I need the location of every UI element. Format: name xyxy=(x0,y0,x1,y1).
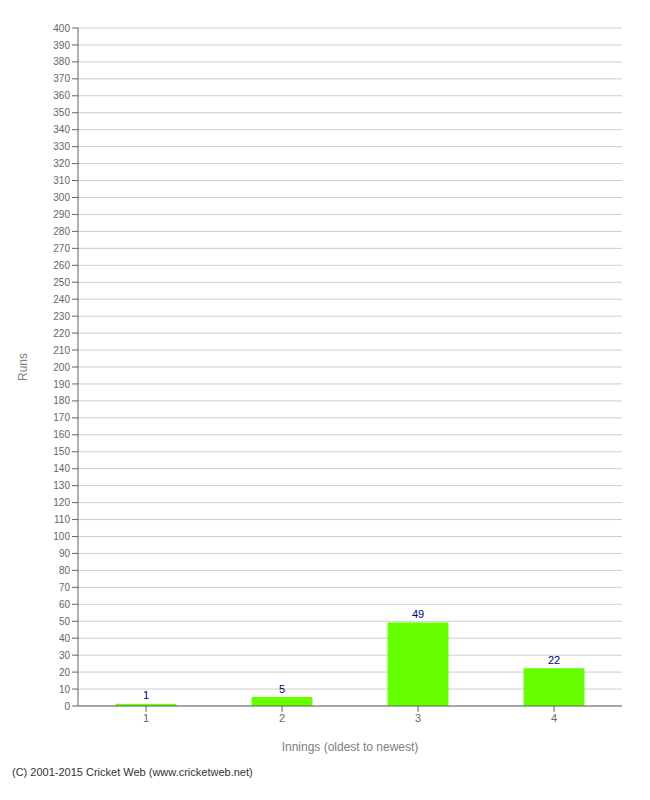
svg-text:400: 400 xyxy=(53,23,70,34)
svg-text:0: 0 xyxy=(64,701,70,712)
svg-text:390: 390 xyxy=(53,40,70,51)
svg-text:4: 4 xyxy=(551,712,557,724)
svg-text:50: 50 xyxy=(59,616,71,627)
svg-text:30: 30 xyxy=(59,650,71,661)
svg-text:310: 310 xyxy=(53,175,70,186)
svg-text:40: 40 xyxy=(59,633,71,644)
svg-text:60: 60 xyxy=(59,599,71,610)
svg-text:190: 190 xyxy=(53,379,70,390)
svg-text:350: 350 xyxy=(53,107,70,118)
svg-text:22: 22 xyxy=(548,654,560,666)
svg-text:Innings (oldest to newest): Innings (oldest to newest) xyxy=(282,740,419,754)
svg-text:380: 380 xyxy=(53,56,70,67)
svg-text:49: 49 xyxy=(412,608,424,620)
svg-text:100: 100 xyxy=(53,531,70,542)
svg-text:200: 200 xyxy=(53,362,70,373)
svg-text:70: 70 xyxy=(59,582,71,593)
svg-text:80: 80 xyxy=(59,565,71,576)
svg-text:320: 320 xyxy=(53,158,70,169)
svg-text:240: 240 xyxy=(53,294,70,305)
svg-text:250: 250 xyxy=(53,277,70,288)
svg-text:1: 1 xyxy=(143,689,149,701)
svg-text:2: 2 xyxy=(279,712,285,724)
svg-text:90: 90 xyxy=(59,548,71,559)
svg-text:Runs: Runs xyxy=(16,353,30,381)
svg-text:360: 360 xyxy=(53,90,70,101)
svg-text:170: 170 xyxy=(53,412,70,423)
svg-text:230: 230 xyxy=(53,311,70,322)
svg-text:280: 280 xyxy=(53,226,70,237)
svg-text:180: 180 xyxy=(53,395,70,406)
svg-text:260: 260 xyxy=(53,260,70,271)
svg-text:1: 1 xyxy=(143,712,149,724)
svg-text:290: 290 xyxy=(53,209,70,220)
svg-text:20: 20 xyxy=(59,667,71,678)
svg-text:330: 330 xyxy=(53,141,70,152)
svg-text:160: 160 xyxy=(53,429,70,440)
svg-text:130: 130 xyxy=(53,480,70,491)
svg-text:5: 5 xyxy=(279,683,285,695)
html-text:(C) 2001-2015 Cricket Web (www: (C) 2001-2015 Cricket Web (www.cricketwe… xyxy=(12,766,253,778)
svg-text:3: 3 xyxy=(415,712,421,724)
svg-text:300: 300 xyxy=(53,192,70,203)
svg-text:210: 210 xyxy=(53,345,70,356)
svg-text:140: 140 xyxy=(53,463,70,474)
svg-text:340: 340 xyxy=(53,124,70,135)
svg-text:110: 110 xyxy=(54,514,70,525)
svg-text:270: 270 xyxy=(53,243,70,254)
svg-text:370: 370 xyxy=(53,73,70,84)
svg-text:120: 120 xyxy=(53,497,70,508)
svg-text:10: 10 xyxy=(59,684,71,695)
svg-text:220: 220 xyxy=(53,328,70,339)
svg-text:150: 150 xyxy=(53,446,70,457)
